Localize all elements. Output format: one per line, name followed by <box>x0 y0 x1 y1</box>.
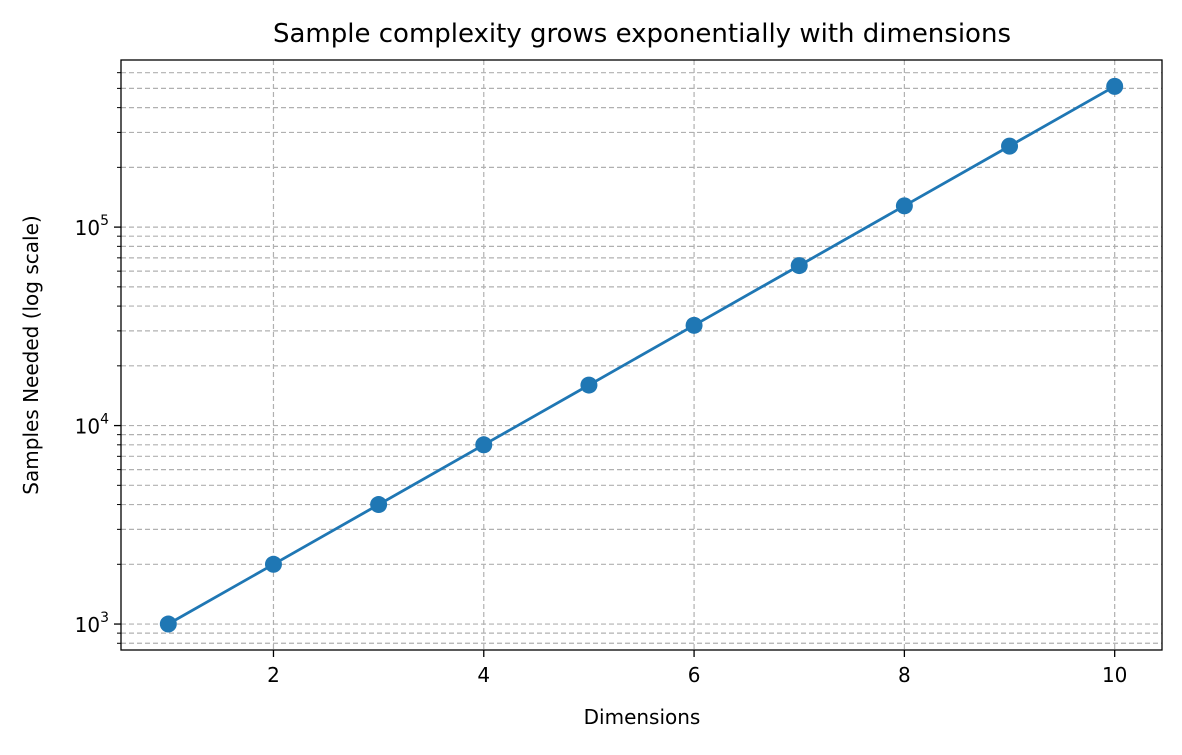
x-axis-label: Dimensions <box>584 705 701 729</box>
y-tick-label-1: 104 <box>75 412 109 439</box>
data-point-0-4 <box>580 376 598 394</box>
data-point-0-5 <box>685 316 703 334</box>
axis-ticks: 2 4 6 8 10 103 104 105 <box>75 72 1127 687</box>
data-point-0-1 <box>264 555 282 573</box>
x-tick-label-4: 10 <box>1102 663 1127 687</box>
x-tick-label-1: 4 <box>477 663 490 687</box>
x-tick-label-3: 8 <box>898 663 911 687</box>
data-point-0-3 <box>475 436 493 454</box>
y-axis-label: Samples Needed (log scale) <box>19 215 43 494</box>
data-point-0-2 <box>370 496 388 514</box>
x-tick-label-2: 6 <box>688 663 701 687</box>
series-line-layer <box>167 85 1116 626</box>
y-tick-label-0: 103 <box>75 610 109 637</box>
y-tick-label-2: 105 <box>75 213 109 240</box>
data-point-0-9 <box>1106 77 1124 95</box>
series-line-0 <box>167 85 1116 626</box>
grid-lines <box>121 60 1162 650</box>
plot-frame <box>120 59 1163 651</box>
data-point-0-0 <box>159 615 177 633</box>
x-tick-label-0: 2 <box>267 663 280 687</box>
data-point-0-7 <box>895 197 913 215</box>
data-point-0-8 <box>1001 137 1019 155</box>
chart-title: Sample complexity grows exponentially wi… <box>273 19 1011 49</box>
data-markers <box>159 77 1124 633</box>
data-point-0-6 <box>790 257 808 275</box>
